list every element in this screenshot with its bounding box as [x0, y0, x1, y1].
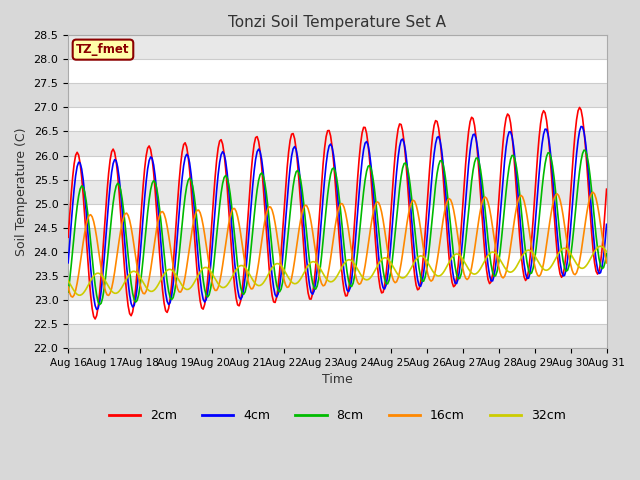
2cm — [244, 211, 252, 216]
2cm — [576, 105, 584, 110]
8cm — [253, 187, 261, 192]
8cm — [227, 191, 234, 196]
4cm — [603, 221, 611, 227]
Legend: 2cm, 4cm, 8cm, 16cm, 32cm: 2cm, 4cm, 8cm, 16cm, 32cm — [104, 404, 571, 427]
2cm — [132, 286, 140, 292]
16cm — [603, 260, 611, 266]
8cm — [580, 147, 588, 153]
Line: 8cm: 8cm — [68, 150, 607, 305]
16cm — [244, 278, 252, 284]
32cm — [76, 292, 84, 298]
32cm — [301, 268, 309, 274]
Bar — [68, 300, 607, 324]
Line: 2cm: 2cm — [68, 108, 607, 319]
16cm — [301, 202, 309, 208]
8cm — [301, 215, 309, 220]
2cm — [64, 234, 72, 240]
2cm — [227, 227, 234, 232]
2cm — [92, 316, 99, 322]
4cm — [574, 138, 582, 144]
2cm — [301, 264, 309, 269]
Title: Tonzi Soil Temperature Set A: Tonzi Soil Temperature Set A — [228, 15, 446, 30]
4cm — [93, 307, 100, 312]
2cm — [603, 186, 611, 192]
8cm — [244, 273, 252, 278]
16cm — [253, 269, 261, 275]
8cm — [574, 182, 582, 188]
4cm — [253, 149, 261, 155]
16cm — [574, 265, 582, 271]
32cm — [132, 269, 140, 275]
16cm — [132, 254, 140, 260]
Bar — [68, 132, 607, 156]
Line: 16cm: 16cm — [68, 192, 607, 297]
32cm — [227, 277, 234, 283]
4cm — [64, 260, 72, 265]
32cm — [574, 263, 582, 269]
2cm — [253, 134, 261, 140]
32cm — [253, 282, 261, 288]
Line: 32cm: 32cm — [68, 246, 607, 295]
Text: TZ_fmet: TZ_fmet — [76, 43, 130, 56]
16cm — [589, 189, 597, 195]
Bar — [68, 204, 607, 228]
Bar — [68, 108, 607, 132]
Line: 4cm: 4cm — [68, 126, 607, 310]
2cm — [574, 108, 582, 114]
4cm — [227, 203, 234, 209]
Bar — [68, 324, 607, 348]
16cm — [69, 294, 77, 300]
32cm — [244, 269, 252, 275]
Bar — [68, 84, 607, 108]
4cm — [301, 239, 309, 244]
16cm — [64, 284, 72, 290]
Bar — [68, 60, 607, 84]
8cm — [603, 251, 611, 256]
Bar — [68, 228, 607, 252]
8cm — [132, 299, 140, 305]
Bar — [68, 180, 607, 204]
32cm — [64, 278, 72, 284]
Bar — [68, 276, 607, 300]
Bar — [68, 36, 607, 60]
32cm — [596, 243, 604, 249]
Y-axis label: Soil Temperature (C): Soil Temperature (C) — [15, 127, 28, 256]
8cm — [64, 289, 72, 295]
4cm — [132, 296, 140, 302]
X-axis label: Time: Time — [322, 373, 353, 386]
16cm — [227, 214, 234, 220]
Bar — [68, 252, 607, 276]
4cm — [244, 241, 252, 247]
Bar — [68, 156, 607, 180]
8cm — [96, 302, 104, 308]
4cm — [577, 123, 585, 129]
32cm — [603, 249, 611, 255]
